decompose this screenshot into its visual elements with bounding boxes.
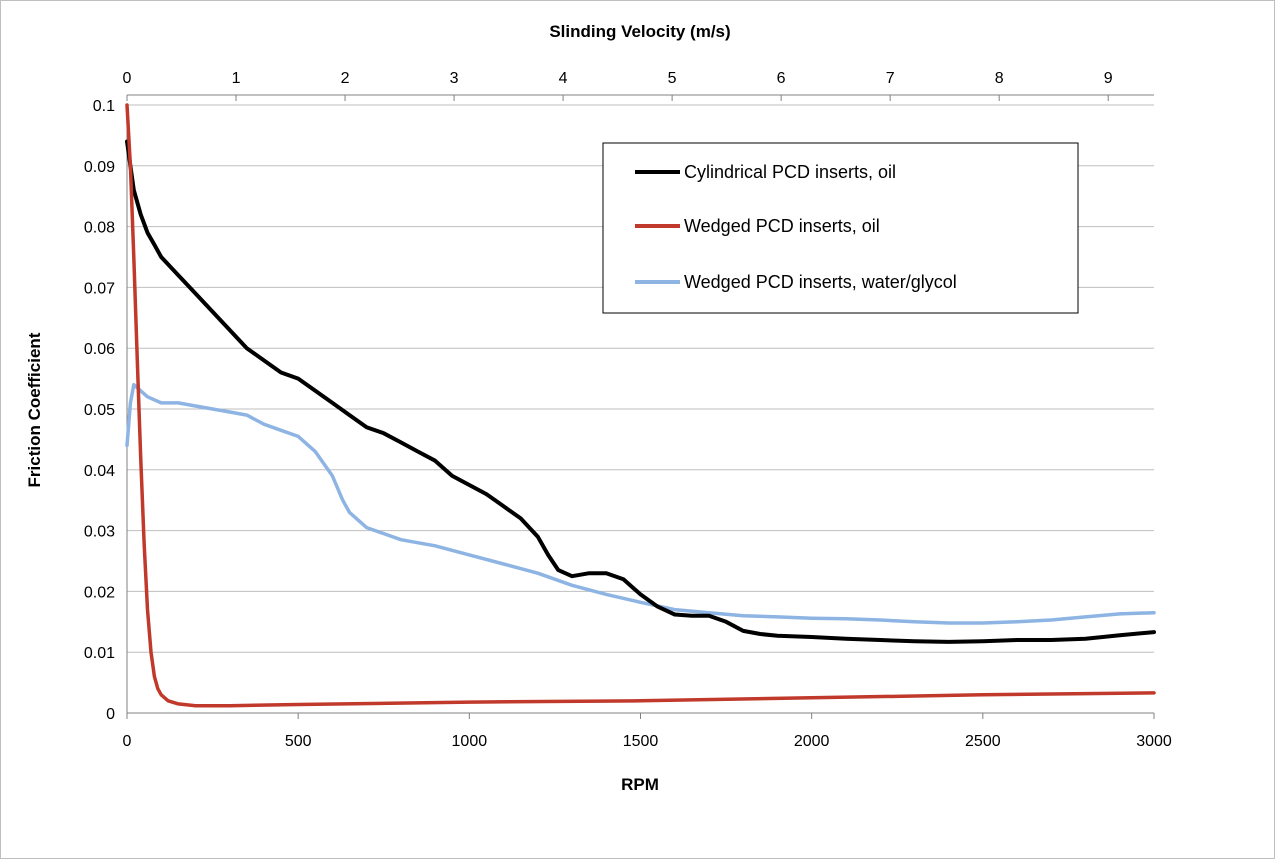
series-cylindrical-oil xyxy=(125,139,1156,644)
x2-tick-label: 0 xyxy=(123,70,132,87)
x2-tick-labels: 0 1 2 3 4 5 6 7 8 9 xyxy=(123,70,1113,87)
y-axis-title: Friction Coefficient xyxy=(25,332,44,487)
x2-tick-label: 9 xyxy=(1104,70,1113,87)
legend-label-wedged-oil: Wedged PCD inserts, oil xyxy=(684,216,880,236)
x-tick-label: 2000 xyxy=(794,733,830,750)
y-tick-label: 0.09 xyxy=(84,159,115,176)
plot-area xyxy=(125,103,1156,708)
x-tick-label: 1000 xyxy=(452,733,488,750)
x2-tick-label: 4 xyxy=(559,70,568,87)
x-tick-label: 3000 xyxy=(1136,733,1172,750)
y-tick-label: 0.03 xyxy=(84,524,115,541)
x-tick-label: 0 xyxy=(123,733,132,750)
x2-tick-label: 8 xyxy=(995,70,1004,87)
y-tick-label: 0.01 xyxy=(84,645,115,662)
y-tick-label: 0.07 xyxy=(84,280,115,297)
x-tick-label: 1500 xyxy=(623,733,659,750)
x2-axis-title: Slinding Velocity (m/s) xyxy=(549,22,730,41)
y-tick-labels: 0 0.01 0.02 0.03 0.04 0.05 0.06 0.07 0.08 0.09 0.1 xyxy=(84,98,115,723)
series-wedged-oil xyxy=(125,103,1156,708)
y-tick-label: 0.02 xyxy=(84,584,115,601)
x-tick-label: 2500 xyxy=(965,733,1001,750)
y-tick-label: 0.08 xyxy=(84,220,115,237)
x2-tick-label: 6 xyxy=(777,70,786,87)
y-tick-label: 0 xyxy=(106,706,115,723)
axes xyxy=(126,94,1155,719)
y-tick-label: 0.06 xyxy=(84,341,115,358)
x2-tick-label: 1 xyxy=(232,70,241,87)
x-tick-label: 500 xyxy=(285,733,312,750)
legend-label-wedged-water-glycol: Wedged PCD inserts, water/glycol xyxy=(684,272,957,292)
x2-tick-label: 3 xyxy=(450,70,459,87)
series-wedged-water-glycol xyxy=(125,382,1156,625)
x2-tick-label: 7 xyxy=(886,70,895,87)
y-tick-label: 0.1 xyxy=(93,98,115,115)
legend-label-cylindrical-oil: Cylindrical PCD inserts, oil xyxy=(684,162,896,182)
x-tick-labels: 0 500 1000 1500 2000 2500 3000 xyxy=(123,733,1172,750)
x2-tick-label: 2 xyxy=(341,70,350,87)
legend-box xyxy=(602,142,1079,314)
legend: Cylindrical PCD inserts, oil Wedged PCD … xyxy=(602,142,1079,314)
y-tick-label: 0.04 xyxy=(84,463,115,480)
x-axis-title: RPM xyxy=(621,775,659,794)
x2-tick-label: 5 xyxy=(668,70,677,87)
y-tick-label: 0.05 xyxy=(84,402,115,419)
